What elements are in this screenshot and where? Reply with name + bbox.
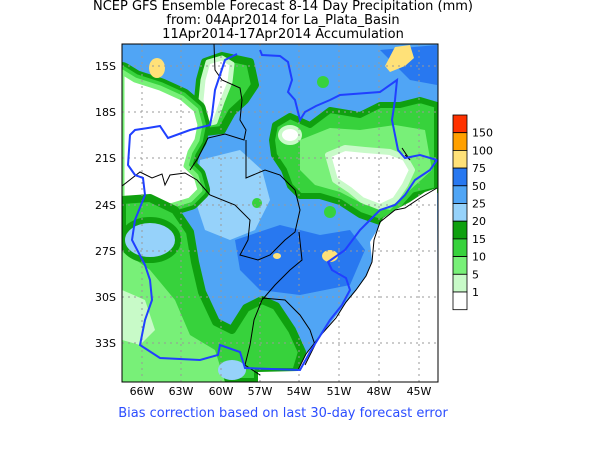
dry-area-east — [325, 145, 415, 210]
title-line-2: from: 04Apr2014 for La_Plata_Basin — [166, 13, 400, 28]
legend-swatch — [452, 256, 468, 275]
map-frame — [121, 43, 439, 383]
legend-label: 10 — [472, 251, 486, 264]
legend-label: 50 — [472, 180, 486, 193]
lon-label: 60W — [209, 385, 234, 398]
legend-swatch — [452, 185, 468, 204]
legend-swatch — [452, 167, 468, 187]
legend-swatch — [452, 203, 468, 222]
lon-axis-labels: 66W 63W 60W 57W 54W 51W 48W 45W — [130, 385, 432, 398]
lat-label: 24S — [95, 199, 116, 212]
ocean-mask — [258, 188, 438, 382]
lon-label: 48W — [367, 385, 392, 398]
lon-label: 63W — [169, 385, 194, 398]
legend-label: 75 — [472, 162, 486, 175]
legend-swatch — [452, 291, 468, 311]
legend-swatch — [452, 238, 468, 257]
lon-label: 57W — [248, 385, 273, 398]
lat-label: 18S — [95, 106, 116, 119]
legend-swatch — [452, 149, 468, 169]
title-line-3: 11Apr2014-17Apr2014 Accumulation — [162, 27, 404, 42]
lat-label: 27S — [95, 245, 116, 258]
dark-blue-area — [235, 225, 365, 295]
legend-swatch — [452, 114, 468, 134]
lon-label: 66W — [130, 385, 155, 398]
legend-label: 20 — [472, 215, 486, 228]
lat-label: 21S — [95, 152, 116, 165]
lat-axis-labels: 15S 18S 21S 24S 27S 30S 33S — [95, 60, 116, 350]
color-legend: 150 100 75 50 25 20 15 10 5 1 — [452, 114, 493, 311]
legend-label: 25 — [472, 198, 486, 211]
lat-label: 33S — [95, 337, 116, 350]
title-line-1: NCEP GFS Ensemble Forecast 8-14 Day Prec… — [92, 0, 473, 14]
legend-swatch — [452, 273, 468, 293]
legend-swatch — [452, 220, 468, 240]
lon-label: 51W — [327, 385, 352, 398]
light-blue-area — [195, 150, 270, 240]
basin-outline — [126, 49, 438, 372]
legend-label: 100 — [472, 144, 493, 157]
legend-label: 15 — [472, 233, 486, 246]
legend-label: 1 — [472, 286, 479, 299]
precip-field — [122, 44, 438, 382]
legend-label: 150 — [472, 127, 493, 140]
lat-label: 15S — [95, 60, 116, 73]
heavy-precip-spot — [385, 45, 414, 72]
bias-correction-note: Bias correction based on last 30-day for… — [118, 406, 448, 421]
lon-label: 54W — [287, 385, 312, 398]
lon-label: 45W — [407, 385, 432, 398]
lat-label: 30S — [95, 291, 116, 304]
legend-swatch — [452, 132, 468, 151]
legend-label: 5 — [472, 268, 479, 281]
heavy-precip-spot — [149, 58, 165, 78]
